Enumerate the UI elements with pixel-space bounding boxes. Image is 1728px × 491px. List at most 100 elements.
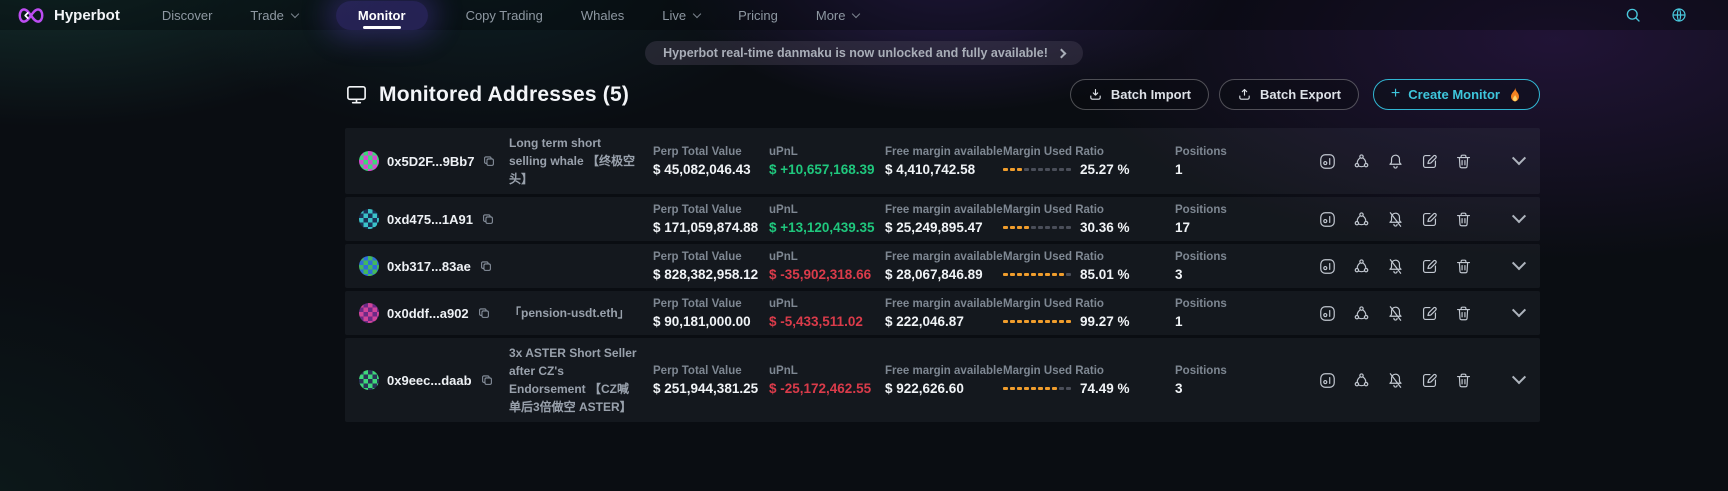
free-margin-label: Free margin available [885, 203, 1003, 216]
edit-icon[interactable] [1420, 371, 1439, 390]
nav-item-trade[interactable]: Trade [250, 7, 300, 23]
bell-muted-icon[interactable] [1386, 371, 1405, 390]
avatar [359, 151, 379, 171]
stats-icon[interactable] [1318, 304, 1337, 323]
margin-ratio-bar [1003, 167, 1071, 171]
monitored-address-row: 0x5D2F...9Bb7 Long term short selling wh… [345, 128, 1540, 194]
trash-icon[interactable] [1454, 152, 1473, 171]
chevron-down-icon[interactable] [1511, 209, 1527, 224]
ratio-dot [1024, 272, 1029, 276]
address-link[interactable]: 0x0ddf...a902 [387, 305, 469, 321]
positions-value: 1 [1175, 161, 1183, 177]
perp-total-value-label: Perp Total Value [653, 297, 742, 310]
nav-item-live[interactable]: Live [662, 7, 702, 23]
ratio-dot [1031, 167, 1036, 171]
trash-icon[interactable] [1454, 257, 1473, 276]
free-margin-label: Free margin available [885, 297, 1003, 310]
share-network-icon[interactable] [1352, 210, 1371, 229]
nav-item-monitor[interactable]: Monitor [335, 0, 428, 30]
upnl-value: $ -5,433,511.02 [769, 313, 863, 329]
chevron-down-icon[interactable] [1511, 303, 1527, 318]
edit-icon[interactable] [1420, 152, 1439, 171]
copy-icon[interactable] [477, 306, 491, 320]
copy-icon[interactable] [480, 373, 494, 387]
chevron-down-icon[interactable] [1511, 256, 1527, 271]
bell-icon[interactable] [1386, 152, 1405, 171]
trash-icon[interactable] [1454, 304, 1473, 323]
margin-used-ratio-label: Margin Used Ratio [1003, 145, 1104, 158]
address-link[interactable]: 0xb317...83ae [387, 258, 471, 274]
upnl-label: uPnL [769, 145, 798, 158]
batch-import-button[interactable]: Batch Import [1069, 79, 1210, 110]
margin-ratio-bar [1003, 225, 1071, 229]
brand[interactable]: Hyperbot [16, 6, 120, 25]
ratio-dot [1066, 386, 1071, 390]
bell-muted-icon[interactable] [1386, 304, 1405, 323]
nav-item-pricing[interactable]: Pricing [738, 9, 778, 22]
ratio-dot [1038, 386, 1043, 390]
margin-used-ratio-label: Margin Used Ratio [1003, 364, 1104, 377]
stats-icon[interactable] [1318, 257, 1337, 276]
ratio-dot [1024, 386, 1029, 390]
copy-icon[interactable] [479, 259, 493, 273]
ratio-dot [1066, 225, 1071, 229]
chevron-down-icon[interactable] [1511, 370, 1527, 385]
edit-icon[interactable] [1420, 304, 1439, 323]
globe-icon[interactable] [1670, 6, 1688, 24]
ratio-dot [1045, 167, 1050, 171]
chevron-down-icon[interactable] [1511, 151, 1527, 166]
positions-label: Positions [1175, 203, 1227, 216]
download-icon [1088, 87, 1103, 102]
copy-icon[interactable] [481, 212, 495, 226]
margin-used-ratio-label: Margin Used Ratio [1003, 297, 1104, 310]
address-link[interactable]: 0x5D2F...9Bb7 [387, 153, 475, 169]
edit-icon[interactable] [1420, 210, 1439, 229]
ratio-dot [1003, 272, 1008, 276]
ratio-dot [1045, 225, 1050, 229]
share-network-icon[interactable] [1352, 371, 1371, 390]
share-network-icon[interactable] [1352, 257, 1371, 276]
ratio-dot [1045, 386, 1050, 390]
avatar [359, 303, 379, 323]
nav-label: Trade [250, 7, 284, 23]
ratio-dot [1024, 167, 1029, 171]
ratio-dot [1010, 225, 1015, 229]
upnl-label: uPnL [769, 203, 798, 216]
upnl-label: uPnL [769, 250, 798, 263]
stats-icon[interactable] [1318, 152, 1337, 171]
ratio-dot [1038, 225, 1043, 229]
stats-icon[interactable] [1318, 371, 1337, 390]
nav-label: Copy Trading [465, 7, 543, 23]
positions-value: 3 [1175, 380, 1183, 396]
margin-ratio-bar [1003, 386, 1071, 390]
share-network-icon[interactable] [1352, 152, 1371, 171]
ratio-dot [1017, 272, 1022, 276]
margin-ratio-value: 99.27 % [1080, 313, 1130, 329]
nav-item-discover[interactable]: Discover [162, 9, 213, 22]
search-icon[interactable] [1624, 6, 1642, 24]
nav-item-whales[interactable]: Whales [581, 9, 624, 22]
bell-muted-icon[interactable] [1386, 210, 1405, 229]
address-link[interactable]: 0xd475...1A91 [387, 211, 474, 227]
trash-icon[interactable] [1454, 210, 1473, 229]
share-network-icon[interactable] [1352, 304, 1371, 323]
batch-export-button[interactable]: Batch Export [1219, 79, 1359, 110]
copy-icon[interactable] [482, 154, 496, 168]
ratio-dot [1024, 225, 1029, 229]
positions-label: Positions [1175, 297, 1227, 310]
nav-item-copy-trading[interactable]: Copy Trading [466, 9, 543, 22]
danmaku-banner[interactable]: Hyperbot real-time danmaku is now unlock… [645, 41, 1083, 65]
free-margin-value: $ 28,067,846.89 [885, 266, 983, 282]
bell-muted-icon[interactable] [1386, 257, 1405, 276]
address-link[interactable]: 0x9eec...daab [387, 372, 472, 388]
stats-icon[interactable] [1318, 210, 1337, 229]
nav-item-more[interactable]: More [816, 9, 861, 22]
edit-icon[interactable] [1420, 257, 1439, 276]
create-monitor-button[interactable]: + Create Monitor [1372, 79, 1540, 110]
trash-icon[interactable] [1454, 371, 1473, 390]
perp-total-value-label: Perp Total Value [653, 203, 742, 216]
batch-export-label: Batch Export [1260, 87, 1341, 102]
nav-label: Live [662, 7, 687, 23]
free-margin-label: Free margin available [885, 364, 1003, 377]
chevron-down-icon [290, 9, 300, 18]
